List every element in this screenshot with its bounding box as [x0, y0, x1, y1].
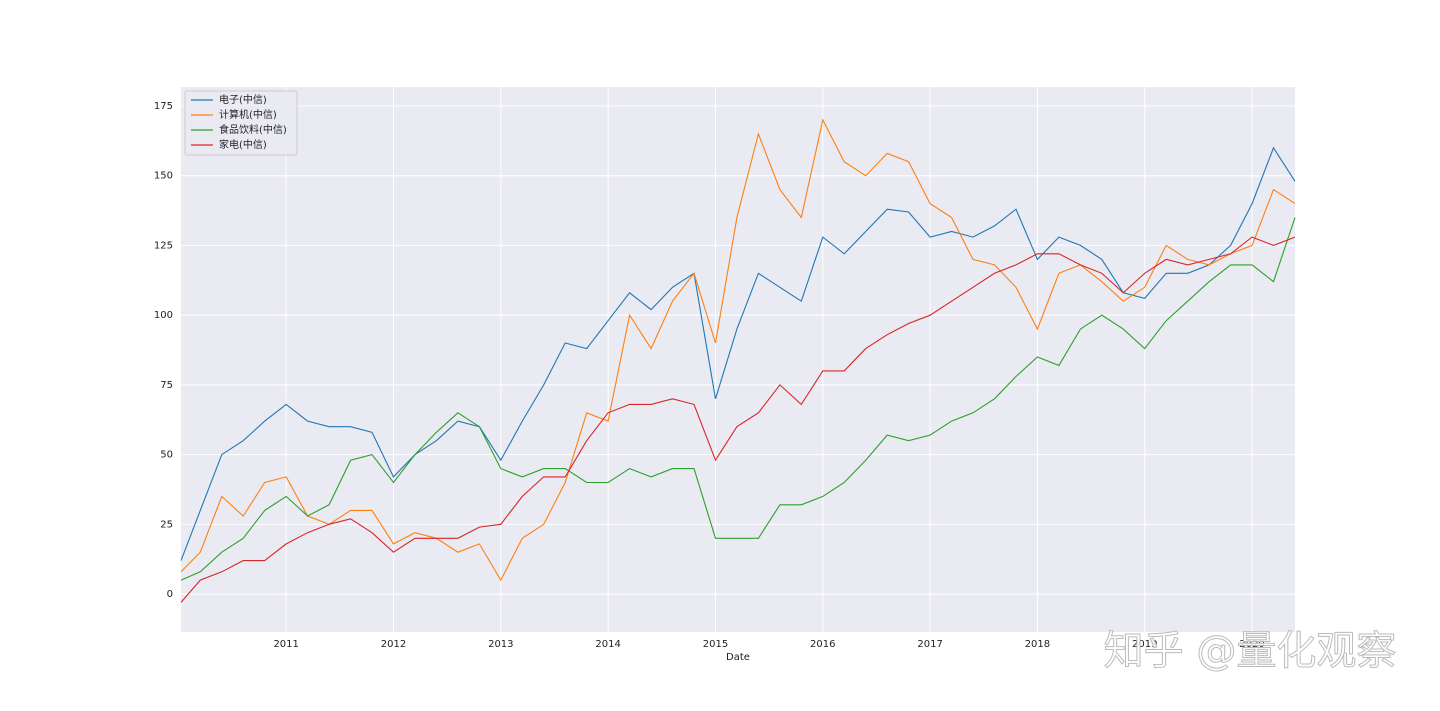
legend-label: 计算机(中信) — [219, 108, 277, 121]
series-line — [180, 217, 1296, 581]
legend-box — [184, 90, 298, 156]
x-tick-label: 2016 — [810, 639, 835, 650]
y-tick-label: 150 — [154, 171, 173, 182]
series-line — [180, 236, 1296, 603]
legend-label: 家电(中信) — [219, 138, 267, 151]
x-tick-label: 2017 — [917, 639, 942, 650]
x-tick-label: 2013 — [488, 639, 513, 650]
legend-label: 电子(中信) — [219, 93, 267, 106]
x-tick-label: 2019 — [1132, 639, 1157, 650]
y-tick-label: 75 — [160, 380, 173, 391]
y-tick-label: 175 — [154, 101, 173, 112]
y-tick-label: 50 — [160, 450, 173, 461]
x-tick-label: 2012 — [381, 639, 406, 650]
y-tick-label: 25 — [160, 519, 173, 530]
x-axis-label: Date — [726, 652, 750, 663]
x-tick-label: 2018 — [1025, 639, 1050, 650]
x-tick-label: 2015 — [703, 639, 728, 650]
series-line — [180, 146, 1296, 561]
plot-area — [181, 87, 1295, 632]
y-tick-label: 100 — [154, 310, 173, 321]
y-tick-label: 0 — [167, 589, 173, 600]
y-tick-label: 125 — [154, 240, 173, 251]
x-tick-label: 2011 — [273, 639, 298, 650]
legend-label: 食品饮料(中信) — [219, 123, 287, 136]
series-line — [180, 118, 1296, 582]
watermark: 知乎 @量化观察 — [1104, 628, 1397, 674]
x-tick-label: 2014 — [595, 639, 620, 650]
x-tick-label: 2020 — [1239, 639, 1264, 650]
